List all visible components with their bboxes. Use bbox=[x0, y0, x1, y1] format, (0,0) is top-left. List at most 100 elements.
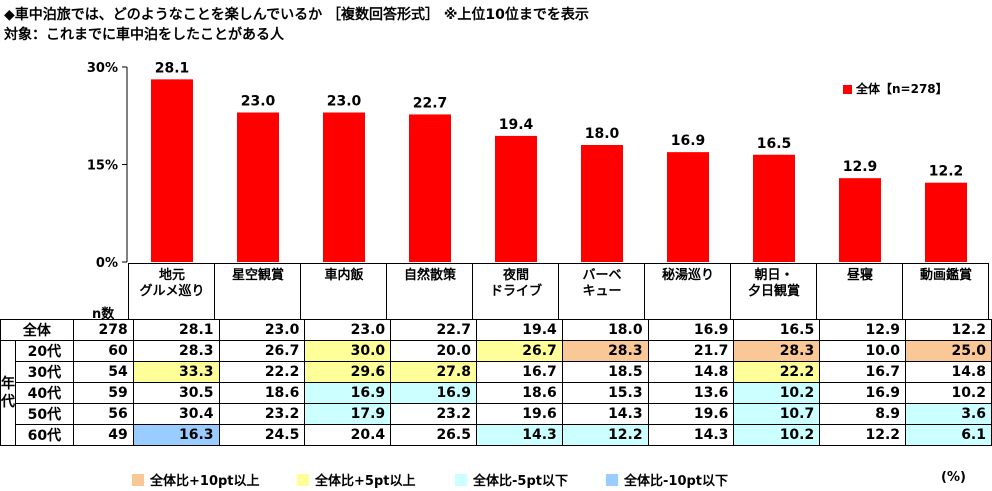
value-cell: 8.9 bbox=[819, 403, 907, 425]
key-plus10-swatch bbox=[132, 474, 144, 486]
category-label: 車内飯 bbox=[301, 268, 387, 284]
key-plus10-label: 全体比+10pt以上 bbox=[150, 474, 260, 489]
value-cell: 16.9 bbox=[647, 319, 735, 341]
value-cell: 22.2 bbox=[733, 361, 821, 383]
data-table: 全体 278 28.1 23.0 23.0 22.7 19.4 18.0 16.9 16.5 12.… bbox=[0, 319, 992, 446]
category-label: 昼寝 bbox=[817, 268, 903, 284]
value-cell: 30.4 bbox=[132, 403, 220, 425]
value-cell: 22.7 bbox=[390, 319, 477, 341]
legend-label: 全体【n=278】 bbox=[856, 82, 948, 96]
value-cell: 10.2 bbox=[905, 382, 992, 404]
value-cell: 29.6 bbox=[304, 361, 392, 383]
key-minus5-swatch bbox=[455, 474, 467, 486]
bar-value-label: 22.7 bbox=[413, 95, 448, 111]
table-row: 50代 56 30.4 23.2 17.9 23.2 19.6 14.3 19.6 10.7 8.9… bbox=[1, 403, 992, 425]
age-group-label: 年代 bbox=[0, 340, 16, 446]
value-cell: 33.3 bbox=[132, 361, 220, 383]
value-cell: 10.2 bbox=[733, 382, 821, 404]
bar-value-label: 18.0 bbox=[585, 126, 620, 142]
value-cell: 28.3 bbox=[733, 340, 821, 362]
value-cell: 18.0 bbox=[561, 319, 649, 341]
category-label-line: 地元 bbox=[158, 268, 185, 283]
n-cell: 60 bbox=[72, 340, 134, 362]
bar-value-label: 19.4 bbox=[499, 117, 534, 133]
value-cell: 12.9 bbox=[819, 319, 907, 341]
value-cell: 16.9 bbox=[819, 382, 907, 404]
category-label-line: 夕日観賞 bbox=[747, 284, 800, 299]
category-label: 秘湯巡り bbox=[645, 268, 731, 284]
chart-title: ◆車中泊旅では、どのようなことを楽しんでいるか ［複数回答形式］ ※上位10位ま… bbox=[4, 7, 589, 23]
category-label-line: 朝日・ bbox=[754, 268, 794, 283]
bar bbox=[495, 135, 537, 262]
bar-value-label: 23.0 bbox=[327, 94, 362, 110]
key-minus10: 全体比-10pt以下 bbox=[606, 470, 728, 489]
category-label: 動画鑑賞 bbox=[903, 268, 989, 284]
n-cell: 56 bbox=[72, 403, 134, 425]
value-cell: 23.0 bbox=[304, 319, 392, 341]
value-cell: 16.7 bbox=[819, 361, 907, 383]
bar bbox=[409, 114, 451, 262]
value-cell: 6.1 bbox=[905, 424, 992, 446]
row-label: 20代 bbox=[15, 340, 74, 362]
table-row: 全体 278 28.1 23.0 23.0 22.7 19.4 18.0 16.9 16.5 12.… bbox=[0, 319, 992, 341]
table-row: 60代 49 16.3 24.5 20.4 26.5 14.3 12.2 14.3 10.2 12.… bbox=[1, 424, 992, 446]
value-cell: 17.9 bbox=[304, 403, 392, 425]
row-label: 全体 bbox=[0, 319, 74, 341]
value-cell: 18.5 bbox=[561, 361, 649, 383]
value-cell: 16.9 bbox=[304, 382, 392, 404]
category-label-line: 動画鑑賞 bbox=[919, 268, 972, 283]
value-cell: 23.2 bbox=[390, 403, 477, 425]
category-label-line: 自然散策 bbox=[403, 268, 456, 283]
row-label: 50代 bbox=[15, 403, 74, 425]
value-cell: 14.8 bbox=[647, 361, 735, 383]
category-label-line: ドライブ bbox=[489, 284, 542, 299]
key-plus5-swatch bbox=[297, 474, 309, 486]
value-cell: 20.0 bbox=[390, 340, 477, 362]
value-cell: 14.3 bbox=[561, 403, 649, 425]
value-cell: 18.6 bbox=[475, 382, 563, 404]
key-minus10-label: 全体比-10pt以下 bbox=[624, 474, 729, 489]
value-cell: 19.6 bbox=[647, 403, 735, 425]
bar-value-label: 23.0 bbox=[241, 94, 276, 110]
value-cell: 16.3 bbox=[132, 424, 220, 446]
bar bbox=[753, 154, 795, 262]
bar bbox=[151, 79, 193, 262]
value-cell: 22.2 bbox=[218, 361, 306, 383]
bar bbox=[925, 182, 967, 262]
bar-value-label: 16.5 bbox=[757, 136, 792, 152]
unit-label: (%) bbox=[941, 470, 966, 485]
value-cell: 10.7 bbox=[733, 403, 821, 425]
category-label-line: 秘湯巡り bbox=[661, 268, 714, 283]
n-cell: 49 bbox=[72, 424, 134, 446]
bar bbox=[839, 178, 881, 262]
value-cell: 14.8 bbox=[905, 361, 992, 383]
age-group-char: 代 bbox=[1, 394, 15, 410]
value-cell: 26.7 bbox=[218, 340, 306, 362]
value-cell: 12.2 bbox=[819, 424, 907, 446]
value-cell: 20.4 bbox=[304, 424, 392, 446]
table-row: 年代 20代 60 28.3 26.7 30.0 20.0 26.7 28.3 21.7 28.3 1… bbox=[0, 340, 992, 446]
value-cell: 27.8 bbox=[390, 361, 477, 383]
key-minus5-label: 全体比-5pt以下 bbox=[473, 474, 568, 489]
value-cell: 10.0 bbox=[819, 340, 907, 362]
key-plus5-label: 全体比+5pt以上 bbox=[315, 474, 416, 489]
value-cell: 18.6 bbox=[218, 382, 306, 404]
category-label-line: キュー bbox=[582, 284, 622, 299]
category-label-line: 昼寝 bbox=[846, 268, 873, 283]
key-minus5: 全体比-5pt以下 bbox=[455, 470, 568, 489]
bar-value-label: 16.9 bbox=[671, 133, 706, 149]
y-tick-label: 15% bbox=[87, 159, 118, 174]
value-cell: 14.3 bbox=[475, 424, 563, 446]
age-group-char: 年 bbox=[1, 376, 15, 392]
value-cell: 23.2 bbox=[218, 403, 306, 425]
value-cell: 23.0 bbox=[218, 319, 306, 341]
category-label: 自然散策 bbox=[387, 268, 473, 284]
bar bbox=[237, 112, 279, 262]
category-label: 夜間 ドライブ bbox=[473, 268, 559, 300]
category-label-line: 星空観賞 bbox=[231, 268, 284, 283]
n-header: n数 bbox=[92, 307, 115, 322]
value-cell: 19.6 bbox=[475, 403, 563, 425]
value-cell: 16.9 bbox=[390, 382, 477, 404]
value-cell: 12.2 bbox=[905, 319, 992, 341]
legend-swatch bbox=[843, 85, 852, 94]
